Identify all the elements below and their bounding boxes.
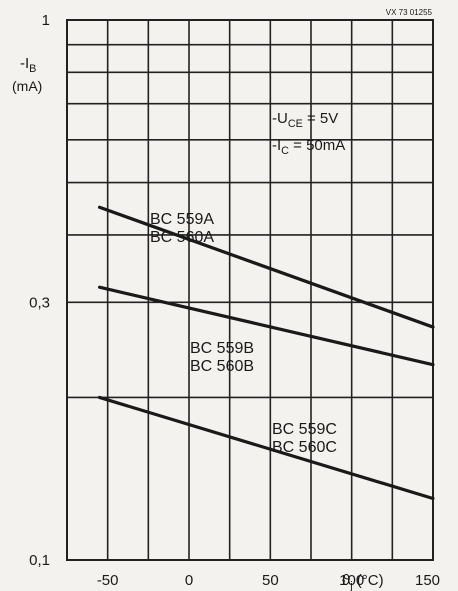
- series-line: [97, 285, 435, 367]
- series-label: BC 560C: [272, 439, 337, 456]
- y-tick-label: 0,1: [29, 552, 50, 569]
- condition-label: -UCE = 5V: [272, 110, 338, 130]
- y-axis-unit: (mA): [12, 78, 42, 94]
- plot-frame: [66, 19, 434, 561]
- y-tick-label: 1: [42, 12, 50, 29]
- x-axis-label: ϑj (°C): [342, 572, 384, 591]
- series-line: [97, 205, 435, 329]
- x-tick-label: 0: [185, 572, 193, 589]
- series-label: BC 559B: [190, 340, 254, 357]
- series-label: BC 560A: [150, 229, 214, 246]
- series-label: BC 560B: [190, 358, 254, 375]
- series-label: BC 559A: [150, 211, 214, 228]
- drawing-code: VX 73 01255: [386, 8, 433, 17]
- x-tick-label: -50: [97, 572, 119, 589]
- series-line: [97, 395, 435, 501]
- series-group: [97, 205, 435, 501]
- x-tick-label: 100: [339, 572, 364, 589]
- series-label: BC 559C: [272, 421, 337, 438]
- x-tick-label: 150: [415, 572, 440, 589]
- grid: [67, 20, 433, 560]
- y-axis-label: -IB: [20, 55, 36, 75]
- x-tick-label: 50: [262, 572, 279, 589]
- condition-label: -IC = 50mA: [272, 137, 345, 157]
- y-tick-label: 0,3: [29, 294, 50, 311]
